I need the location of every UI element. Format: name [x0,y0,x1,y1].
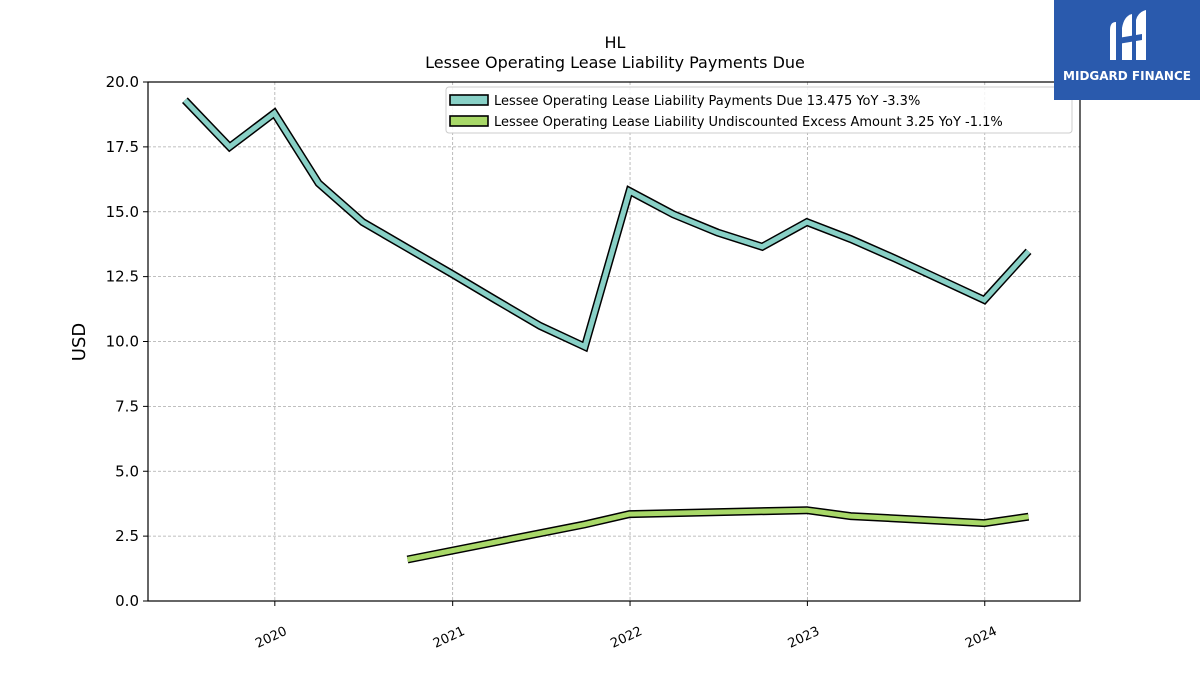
y-tick-label: 10.0 [106,333,139,351]
series-2-outline [406,506,1030,564]
series-2-line [407,507,1029,562]
axis-ticks: 0.0 2.5 5.0 7.5 10.0 12.5 15.0 17.5 20.0 2020 2021… [106,73,1000,652]
y-tick-label: 17.5 [106,138,139,156]
y-axis-label: USD [69,323,90,361]
y-tick-label: 0.0 [115,592,139,610]
series-1-line [183,98,1031,351]
logo-text: MIDGARD FINANCE [1063,69,1191,83]
y-tick-label: 2.5 [115,527,139,545]
legend-swatch-1 [449,94,489,106]
x-tick-label: 2023 [786,624,822,652]
logo-mark-icon [1110,10,1146,60]
series-lines [182,97,1032,564]
x-tick-label: 2022 [608,624,644,652]
x-tick-label: 2021 [431,624,467,652]
legend-swatch-2 [449,115,489,127]
legend: Lessee Operating Lease Liability Payment… [445,86,1073,134]
grid [148,82,1080,601]
brand-logo: MIDGARD FINANCE [1054,0,1200,100]
y-tick-label: 7.5 [115,397,139,415]
y-tick-label: 5.0 [115,462,139,480]
y-tick-label: 20.0 [106,73,139,91]
x-tick-label: 2024 [963,624,999,652]
chart-subtitle: Lessee Operating Lease Liability Payment… [425,53,805,72]
legend-label-1: Lessee Operating Lease Liability Payment… [494,94,920,109]
legend-box [445,86,1073,134]
legend-label-2: Lessee Operating Lease Liability Undisco… [494,115,1003,130]
y-tick-label: 12.5 [106,268,139,286]
chart-title: HL [605,33,626,52]
x-tick-label: 2020 [253,624,289,652]
series-1-outline [182,97,1032,353]
y-tick-label: 15.0 [106,203,139,221]
